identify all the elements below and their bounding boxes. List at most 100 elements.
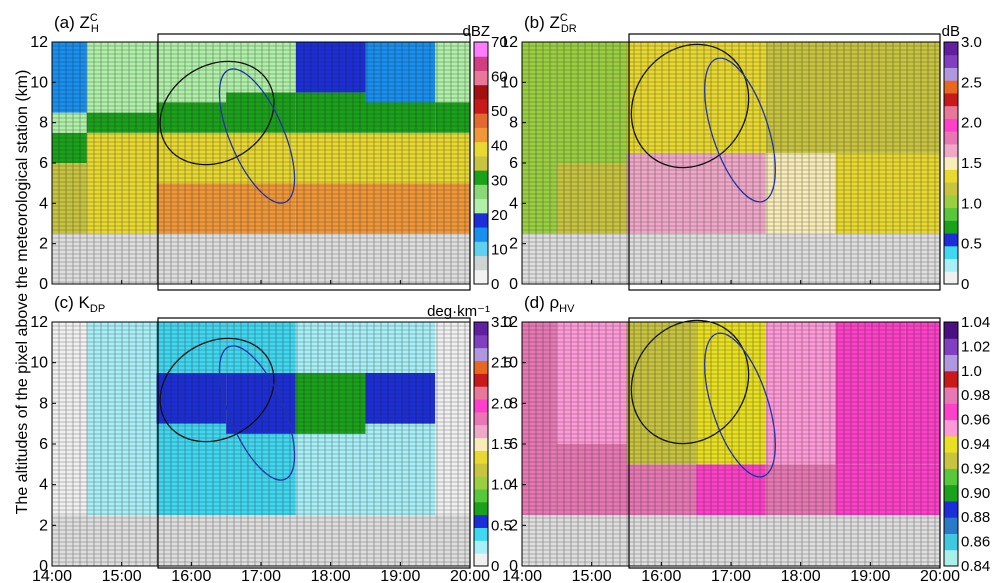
data-cell — [365, 102, 436, 133]
colorbar-swatch — [944, 220, 958, 234]
y-tick-label: 2 — [509, 517, 518, 534]
x-tick-label: 15:00 — [102, 568, 142, 583]
analysis-window-box — [628, 33, 941, 291]
colorbar-swatch — [474, 411, 488, 426]
colorbar-tick-label: 0.84 — [961, 558, 990, 575]
data-cell — [765, 322, 836, 465]
colorbar-tick-label: 1.0 — [961, 363, 982, 380]
y-tick-label: 8 — [39, 115, 48, 132]
pixel-grid — [521, 41, 940, 284]
panel-title: (d) ρHV — [524, 293, 575, 315]
data-cell — [156, 183, 227, 234]
colorbar-tick-label: 0 — [491, 276, 499, 293]
x-tick-label: 20:00 — [450, 568, 490, 583]
colorbar-tick-label: 40 — [491, 138, 508, 155]
colorbar-swatch — [944, 233, 958, 247]
highlight-ellipse — [630, 43, 750, 169]
data-cell — [905, 42, 940, 153]
highlight-ellipse — [218, 345, 296, 481]
colorbar-tick-label: 0.86 — [961, 534, 990, 551]
colorbar-swatch — [944, 500, 958, 518]
colorbar-swatch — [474, 540, 488, 554]
data-cell — [156, 322, 227, 373]
colorbar-tick-label: 1.5 — [961, 155, 982, 172]
colorbar-swatch — [474, 463, 488, 477]
colorbar-swatch — [944, 484, 958, 502]
colorbar-swatch — [474, 450, 488, 464]
y-tick-label: 0 — [509, 276, 518, 293]
x-tick-label: 14:00 — [502, 568, 542, 583]
colorbar-tick-label: 2.5 — [491, 355, 512, 372]
colorbar-tick-label: 2.5 — [961, 74, 982, 91]
data-cell — [365, 183, 436, 234]
colorbar-swatch — [474, 212, 488, 228]
data-cell — [835, 42, 906, 153]
colorbar-tick-label: 1.5 — [491, 436, 512, 453]
colorbar-swatch — [944, 105, 958, 119]
y-tick-label: 2 — [509, 236, 518, 253]
colorbar-swatch — [474, 141, 488, 157]
data-cell — [556, 42, 627, 163]
colorbar-swatch — [474, 488, 488, 503]
data-cell — [226, 322, 296, 373]
colorbar-swatch — [944, 370, 958, 388]
colorbar-swatch — [944, 271, 958, 285]
colorbar-tick-label: 1.04 — [961, 314, 990, 331]
colorbar-frame — [473, 321, 489, 567]
data-cell — [86, 132, 157, 174]
colorbar-tick-label: 70 — [491, 34, 508, 51]
x-tick-label: 17:00 — [711, 568, 751, 583]
colorbar-frame — [943, 41, 959, 285]
colorbar-swatch — [944, 354, 958, 372]
colorbar-swatch — [944, 517, 958, 534]
colorbar-tick-label: 50 — [491, 103, 508, 120]
colorbar-swatch — [474, 241, 488, 257]
colorbar-swatch — [474, 527, 488, 541]
colorbar-swatch — [944, 403, 958, 421]
pixel-grid — [521, 321, 940, 567]
x-tick-label: 14:00 — [32, 568, 72, 583]
x-tick-label: 20:00 — [920, 568, 960, 583]
data-cell — [295, 322, 366, 373]
colorbar-tick-label: 0.96 — [961, 412, 990, 429]
colorbar-swatch — [944, 92, 958, 107]
y-tick-label: 2 — [39, 236, 48, 253]
highlight-ellipse — [704, 332, 776, 478]
colorbar-tick-label: 2.0 — [491, 395, 512, 412]
colorbar-tick-label: 3.0 — [491, 314, 512, 331]
x-tick-label: 18:00 — [781, 568, 821, 583]
colorbar-swatch — [944, 387, 958, 404]
data-cell — [86, 112, 157, 133]
data-cell — [226, 92, 296, 133]
colorbar-frame — [473, 41, 489, 285]
panel-title: (b) ZC DR — [524, 12, 577, 35]
colorbar-tick-label: 0.90 — [961, 485, 990, 502]
data-cell — [556, 322, 627, 444]
highlight-ellipse — [630, 319, 750, 445]
data-cell — [835, 322, 906, 465]
x-tick-label: 18:00 — [311, 568, 351, 583]
x-tick-label: 16:00 — [641, 568, 681, 583]
colorbar-swatch — [944, 245, 958, 260]
y-tick-label: 6 — [39, 155, 48, 172]
colorbar-swatch — [944, 67, 958, 81]
colorbar-tick-label: 0.94 — [961, 436, 990, 453]
colorbar-tick-label: 0.5 — [961, 236, 982, 253]
colorbar-swatch — [944, 182, 958, 196]
no-data-region — [52, 515, 470, 566]
colorbar-swatch — [944, 194, 958, 209]
colorbar-swatch — [944, 131, 958, 145]
colorbar-swatch — [474, 424, 488, 439]
data-cell — [835, 152, 906, 234]
colorbar-swatch — [474, 98, 488, 114]
y-tick-label: 12 — [30, 314, 48, 331]
y-tick-label: 2 — [39, 517, 48, 534]
data-cell — [156, 102, 227, 133]
data-cell — [626, 322, 697, 465]
data-cell — [295, 433, 366, 516]
colorbar-swatch — [474, 113, 488, 128]
highlight-ellipse — [159, 337, 275, 443]
colorbar-swatch — [474, 334, 488, 349]
